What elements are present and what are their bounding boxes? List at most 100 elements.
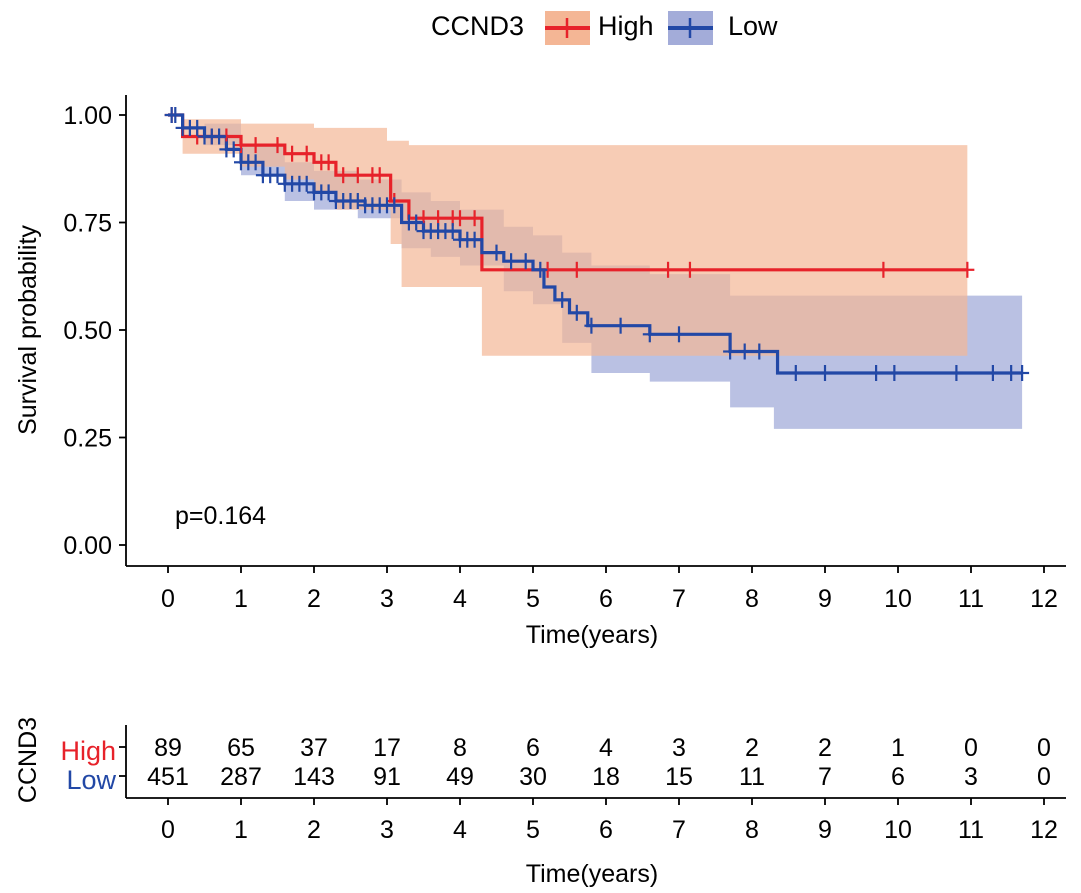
censor-mark-low (788, 365, 803, 381)
x-tick-label: 10 (884, 585, 912, 613)
risk-count-high: 2 (745, 734, 759, 762)
censor-mark-high (350, 167, 365, 184)
censor-mark-low (321, 184, 336, 201)
risk-row-label-high: High (60, 736, 116, 766)
censor-mark-high (876, 261, 891, 278)
legend-label-high: High (598, 11, 654, 41)
risk-x-tick-label: 6 (599, 816, 613, 844)
censor-mark-low (226, 141, 241, 158)
risk-count-high: 37 (300, 734, 328, 762)
censor-mark-low (270, 167, 285, 184)
risk-count-low: 3 (964, 763, 978, 791)
censor-mark-low (752, 343, 767, 360)
x-tick-label: 7 (672, 585, 686, 613)
censor-mark-low (985, 365, 1000, 381)
censor-mark-low (387, 197, 402, 214)
censor-mark-low (299, 175, 314, 192)
censor-mark-low (737, 343, 752, 360)
risk-x-tick-label: 8 (745, 816, 759, 844)
risk-count-high: 1 (891, 734, 905, 762)
censor-mark-high (682, 261, 697, 278)
censor-mark-low (584, 317, 599, 334)
censor-mark-low (212, 128, 227, 145)
censor-mark-high (270, 137, 285, 154)
confidence-bands (168, 115, 1023, 429)
censor-mark-low (672, 326, 686, 343)
censor-mark-high (336, 167, 351, 184)
risk-count-high: 2 (818, 734, 832, 762)
risk-count-high: 6 (526, 734, 540, 762)
ci-band-high (168, 115, 968, 356)
x-tick-label: 2 (307, 585, 321, 613)
x-tick-label: 9 (818, 585, 832, 613)
risk-count-low: 91 (373, 763, 401, 791)
p-value-annotation: p=0.164 (175, 502, 266, 530)
risk-table-xlabel: Time(years) (526, 860, 658, 888)
risk-count-high: 0 (1037, 734, 1051, 762)
risk-x-tick-label: 2 (307, 816, 321, 844)
censor-mark-low (467, 231, 482, 248)
censor-mark-low (489, 244, 504, 261)
censor-mark-low (949, 365, 964, 381)
censor-mark-high (285, 145, 300, 162)
risk-x-tick-label: 5 (526, 816, 540, 844)
censor-mark-low (1015, 365, 1030, 381)
risk-count-low: 11 (739, 763, 765, 791)
main-axes: 0.000.250.500.751.000 1 2 3 4 5 6 7 8 9 10 11 12 (63, 95, 1066, 613)
censor-mark-high (453, 210, 467, 227)
legend: CCND3 High Low (431, 11, 778, 45)
risk-count-high: 8 (453, 734, 467, 762)
censor-mark-low (642, 326, 657, 343)
x-tick-label: 8 (745, 585, 759, 613)
risk-x-tick-label: 11 (958, 816, 984, 844)
censor-mark-low (168, 107, 183, 123)
risk-x-tick-label: 0 (161, 816, 175, 844)
risk-x-tick-label: 9 (818, 816, 832, 844)
censor-mark-high (248, 137, 263, 154)
risk-count-low: 0 (1037, 763, 1051, 791)
risk-x-tick-label: 3 (380, 816, 394, 844)
risk-x-tick-label: 4 (453, 816, 467, 844)
censor-mark-high (569, 261, 584, 278)
risk-table-ylabel: CCND3 (14, 717, 42, 803)
risk-x-tick-label: 7 (672, 816, 686, 844)
x-tick-label: 6 (599, 585, 613, 613)
y-tick-label: 0.25 (63, 425, 112, 453)
risk-x-tick-label: 1 (234, 816, 248, 844)
risk-count-low: 6 (891, 763, 905, 791)
censor-mark-low (350, 193, 365, 209)
y-tick-label: 0.50 (63, 317, 112, 345)
censor-mark-high (321, 154, 336, 171)
risk-count-high: 65 (227, 734, 255, 762)
risk-x-tick-label: 10 (884, 816, 912, 844)
risk-count-low: 451 (147, 763, 189, 791)
censor-mark-low (555, 291, 570, 308)
risk-count-high: 0 (964, 734, 978, 762)
legend-title: CCND3 (431, 11, 524, 41)
censor-mark-low (887, 365, 902, 381)
censor-mark-low (613, 317, 628, 334)
censor-mark-high (467, 210, 482, 227)
risk-count-high: 4 (599, 734, 613, 762)
risk-row-label-low: Low (66, 765, 116, 795)
risk-count-high: 3 (672, 734, 686, 762)
risk-x-tick-label: 12 (1030, 816, 1058, 844)
y-axis-label: Survival probability (14, 225, 42, 435)
legend-label-low: Low (728, 11, 778, 41)
x-axis-label: Time(years) (526, 621, 658, 649)
y-tick-label: 0.75 (63, 210, 112, 238)
x-tick-label: 1 (234, 585, 248, 613)
risk-count-low: 143 (293, 763, 335, 791)
censor-mark-high (661, 261, 676, 278)
x-tick-label: 12 (1030, 585, 1058, 613)
x-tick-label: 5 (526, 585, 540, 613)
censor-mark-low (409, 214, 424, 231)
censor-mark-low (445, 223, 460, 240)
x-tick-label: 4 (453, 585, 467, 613)
censor-mark-low (248, 154, 263, 171)
censor-mark-low (518, 253, 533, 270)
censor-mark-high (372, 167, 387, 184)
censor-mark-low (869, 365, 884, 381)
censor-mark-high (299, 145, 314, 162)
risk-count-low: 15 (665, 763, 693, 791)
